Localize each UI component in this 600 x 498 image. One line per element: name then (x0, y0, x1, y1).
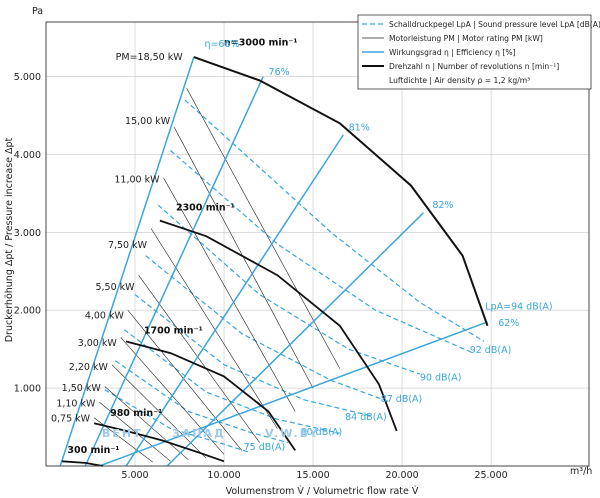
power-line-2 (163, 177, 296, 412)
efficiency-line-2 (125, 134, 344, 467)
efficiency-line-1 (84, 76, 264, 467)
efficiency-label-0: η=66% (204, 39, 239, 50)
y-axis-title: Druckerhöhung Δpt / Pressure increase Δp… (4, 137, 15, 342)
power-label-3: 7,50 kW (108, 240, 148, 251)
power-line-5 (127, 310, 243, 451)
sound-label-4: 84 dB(A) (345, 412, 387, 423)
efficiency-label-3: 82% (432, 200, 453, 211)
legend-entry-0: Schalldruckpegel LpA | Sound pressure le… (389, 20, 600, 29)
power-label-7: 2,20 kW (69, 362, 109, 373)
efficiency-line-4 (99, 321, 488, 467)
sound-label-2: 90 dB(A) (420, 372, 462, 383)
watermark-domain: V.W.BY (265, 427, 319, 440)
y-tick-label-0: 1.000 (14, 384, 41, 395)
x-tick-label-1: 10.000 (207, 470, 240, 481)
y-tick-label-3: 4.000 (14, 150, 41, 161)
x-tick-label-0: 5.000 (121, 470, 148, 481)
efficiency-label-1: 76% (269, 67, 290, 78)
x-tick-label-4: 25.000 (474, 470, 507, 481)
speed-label-2: 1700 min⁻¹ (144, 326, 203, 337)
x-axis-title: Volumenstrom V̇ / Volumetric flow rate V… (226, 485, 419, 497)
speed-curve-4 (193, 56, 489, 327)
sound-line-2 (157, 204, 421, 375)
motor-rating-lines (93, 88, 341, 463)
speed-label-0: n=3000 min⁻¹ (224, 37, 298, 48)
power-line-9 (99, 401, 171, 462)
speed-curve-0 (61, 460, 104, 467)
power-label-10: 0,75 kW (51, 413, 91, 424)
y-unit-label: Pa (32, 6, 43, 17)
x-tick-label-3: 20.000 (385, 470, 418, 481)
sound-label-3: 87 dB(A) (381, 394, 423, 405)
power-line-8 (104, 386, 189, 461)
speed-label-1: 2300 min⁻¹ (176, 203, 235, 214)
efficiency-line-0 (59, 56, 195, 467)
efficiency-label-4: 62% (498, 318, 519, 329)
power-label-8: 1,50 kW (62, 383, 102, 394)
power-label-0: PM=18,50 kW (116, 52, 184, 63)
x-unit-label: m³/h (570, 466, 592, 477)
curve-labels: PM=18,50 kW 15,00 kW 11,00 kW 7,50 kW 5,50 k… (51, 37, 553, 455)
sound-label-1: 92 dB(A) (470, 345, 512, 356)
watermark-right: ЗАПАД (172, 427, 226, 440)
power-line-0 (186, 88, 341, 369)
speed-label-4: 300 min⁻¹ (67, 445, 119, 456)
legend-entry-2: Wirkungsgrad η | Efficiency η [%] (389, 48, 516, 57)
y-tick-label-4: 5.000 (14, 72, 41, 83)
power-label-9: 1,10 kW (56, 399, 96, 410)
sound-line-7 (104, 389, 251, 454)
power-label-1: 15,00 kW (125, 116, 171, 127)
y-tick-label-1: 2.000 (14, 306, 41, 317)
sound-line-4 (134, 294, 372, 417)
power-label-2: 11,00 kW (114, 174, 160, 185)
y-tick-label-2: 3.000 (14, 228, 41, 239)
power-label-6: 3,00 kW (78, 338, 118, 349)
sound-level-lines (104, 99, 485, 454)
sound-label-5: 80 dB(A) (301, 427, 343, 438)
power-label-4: 5,50 kW (95, 282, 135, 293)
legend-box (357, 14, 592, 90)
watermark: ВЕНТ ЗАПАД V.W.BY (102, 427, 319, 440)
sound-line-0 (184, 99, 485, 342)
legend-entry-1: Motorleistung PM | Motor rating PM [kW] (389, 34, 543, 43)
efficiency-line-3 (166, 212, 424, 467)
power-label-5: 4,00 kW (85, 311, 125, 322)
legend-entry-3: Drehzahl n | Number of revolutions n [mi… (389, 62, 559, 71)
efficiency-label-2: 81% (349, 122, 370, 133)
legend: Schalldruckpegel LpA | Sound pressure le… (357, 14, 600, 90)
power-line-3 (150, 228, 278, 429)
axes: 5.000 10.000 15.000 20.000 25.000 1.000 2.000 3… (14, 21, 590, 481)
watermark-left: ВЕНТ (102, 427, 143, 440)
sound-line-1 (170, 150, 474, 354)
speed-curves (61, 56, 489, 467)
legend-entry-4: Luftdichte | Air density ρ = 1,2 kg/m³ (389, 76, 530, 85)
speed-label-3: 980 min⁻¹ (110, 408, 162, 419)
speed-curve-1 (93, 422, 225, 463)
plot-frame (45, 21, 590, 467)
sound-line-5 (123, 329, 340, 434)
sound-label-6: 75 dB(A) (244, 442, 286, 453)
sound-label-0: LpA=94 dB(A) (485, 301, 552, 312)
speed-curve-2 (125, 340, 296, 451)
x-tick-label-2: 15.000 (296, 470, 329, 481)
speed-curve-3 (159, 219, 398, 432)
